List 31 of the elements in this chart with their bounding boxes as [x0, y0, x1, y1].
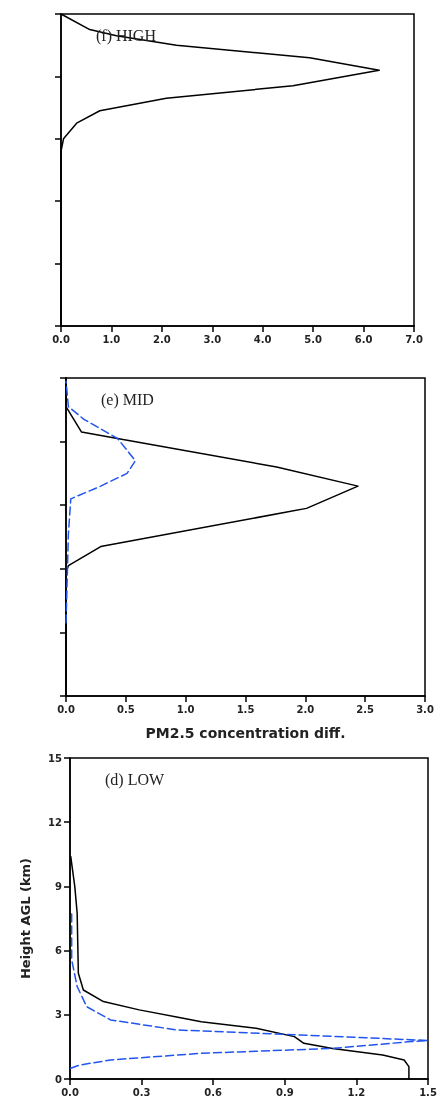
y-axis-title: Height AGL (km)	[18, 857, 33, 980]
x-tick-label: 3.0	[416, 703, 434, 715]
x-tick-label: 1.0	[102, 333, 121, 345]
x-tick-label: 0.5	[116, 703, 135, 715]
x-tick-label: 0.0	[52, 333, 70, 345]
x-tick-label: 5.0	[304, 333, 323, 345]
x-tick-label: 4.0	[253, 333, 272, 345]
y-tick-label: 6	[55, 945, 63, 957]
y-tick-label: 9	[55, 880, 63, 892]
x-tick-label: 2.5	[356, 703, 375, 715]
x-tick-label: 3.0	[203, 333, 222, 345]
text: (d) LOW	[105, 770, 165, 789]
x-tick-label: 2.0	[296, 703, 315, 715]
x-tick-label: 0.0	[57, 703, 75, 715]
x-tick-label: 1.0	[176, 703, 195, 715]
x-tick-label: 0.6	[204, 1086, 223, 1098]
y-tick-label: 3	[55, 1009, 63, 1021]
x-axis-title: PM2.5 concentration diff.	[145, 725, 346, 741]
x-tick-label: 1.5	[419, 1086, 437, 1098]
x-tick-label: 2.0	[153, 333, 171, 345]
x-tick-label: 6.0	[354, 333, 373, 345]
x-tick-label: 0.9	[275, 1086, 294, 1098]
x-tick-label: 0.0	[61, 1086, 79, 1098]
x-tick-label: 7.0	[405, 333, 423, 345]
x-tick-label: 1.5	[236, 703, 255, 715]
y-tick-label: 0	[55, 1073, 63, 1085]
y-tick-label: 15	[48, 752, 63, 764]
y-tick-label: 12	[48, 816, 63, 828]
text: (e) MID	[101, 390, 154, 409]
x-tick-label: 0.3	[132, 1086, 151, 1098]
x-tick-label: 1.2	[347, 1086, 366, 1098]
